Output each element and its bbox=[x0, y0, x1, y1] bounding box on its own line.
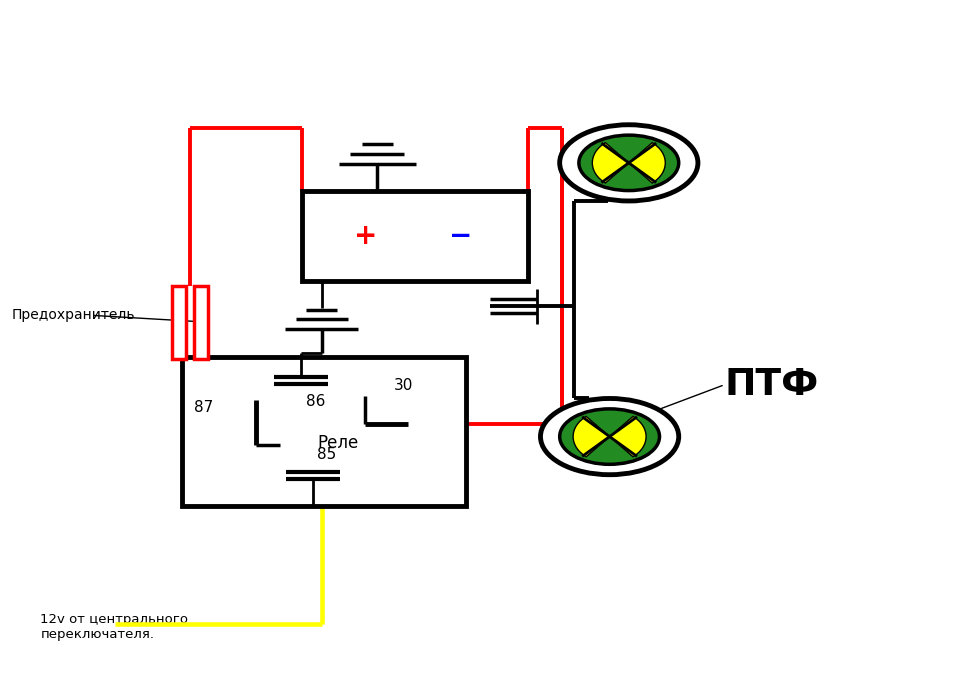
Ellipse shape bbox=[540, 398, 679, 475]
Text: 30: 30 bbox=[394, 378, 413, 393]
Wedge shape bbox=[592, 143, 629, 183]
FancyBboxPatch shape bbox=[302, 191, 528, 281]
Ellipse shape bbox=[560, 409, 660, 464]
Text: 85: 85 bbox=[318, 447, 337, 462]
Text: +: + bbox=[354, 222, 377, 249]
FancyBboxPatch shape bbox=[172, 286, 185, 359]
Text: ПТФ: ПТФ bbox=[725, 367, 819, 403]
FancyBboxPatch shape bbox=[182, 357, 466, 506]
Wedge shape bbox=[573, 416, 610, 457]
Ellipse shape bbox=[579, 135, 679, 191]
FancyBboxPatch shape bbox=[194, 286, 208, 359]
Text: −: − bbox=[448, 222, 472, 249]
Text: Реле: Реле bbox=[318, 435, 359, 453]
Ellipse shape bbox=[560, 125, 698, 201]
Text: 87: 87 bbox=[194, 401, 213, 416]
Wedge shape bbox=[629, 143, 665, 183]
Wedge shape bbox=[610, 416, 646, 457]
Text: Предохранитель: Предохранитель bbox=[12, 308, 135, 322]
Text: 86: 86 bbox=[306, 394, 325, 409]
Text: 12v от центрального
переключателя.: 12v от центрального переключателя. bbox=[40, 613, 188, 641]
